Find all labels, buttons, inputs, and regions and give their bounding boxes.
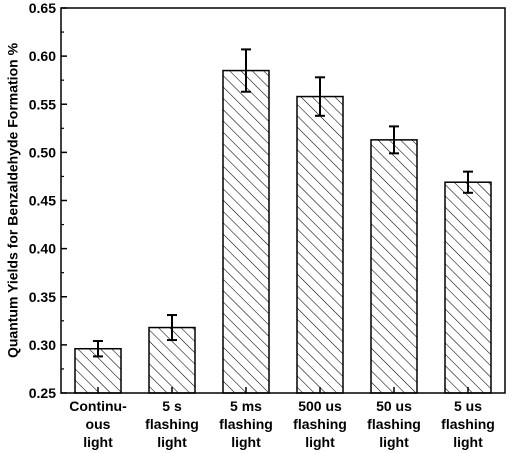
y-tick-label: 0.50: [29, 144, 56, 160]
y-tick-label: 0.40: [29, 241, 56, 257]
x-category-label: 50 us flashing light: [367, 398, 421, 450]
y-tick-label: 0.60: [29, 48, 56, 64]
x-category-label-line: 5 us: [454, 398, 482, 414]
bar: [222, 69, 270, 394]
x-category-label-line: flashing: [219, 416, 273, 432]
x-category-label-line: 50 us: [376, 398, 412, 414]
y-tick-label: 0.45: [29, 193, 56, 209]
x-category-label-line: flashing: [145, 416, 199, 432]
x-category-label-line: flashing: [367, 416, 421, 432]
x-category-label-line: light: [83, 434, 113, 450]
x-category-label-line: light: [231, 434, 261, 450]
x-category-label-line: light: [157, 434, 187, 450]
x-category-label: 500 us flashing light: [293, 398, 347, 450]
x-category-label-line: 5 ms: [230, 398, 262, 414]
bar: [444, 181, 492, 394]
y-tick-label: 0.55: [29, 96, 56, 112]
y-axis: 0.25 0.30 0.35 0.40 0.45 0.50 0.55 0.60 0.65: [29, 0, 67, 401]
bar: [296, 95, 344, 394]
x-category-label: Continu-ous light: [69, 398, 127, 450]
y-axis-title: Quantum Yields for Benzaldehyde Formatio…: [5, 42, 21, 358]
x-category-label-line: light: [305, 434, 335, 450]
x-category-label: 5 us flashing light: [441, 398, 495, 450]
error-bars-layer: [93, 48, 473, 358]
x-category-label-line: 5 s: [162, 398, 182, 414]
bar: [370, 139, 418, 394]
x-category-label-line: 500 us: [298, 398, 342, 414]
x-category-label-line: flashing: [293, 416, 347, 432]
x-axis: Continu-ous light 5 s flashing light 5 ms flas…: [69, 387, 495, 450]
x-category-label-line: light: [453, 434, 483, 450]
plot-area-frame: [60, 7, 506, 394]
x-category-label: 5 ms flashing light: [219, 398, 273, 450]
x-category-label-line: Continu-: [69, 398, 127, 414]
x-category-label: 5 s flashing light: [145, 398, 199, 450]
bars-layer: [74, 69, 492, 394]
x-category-label-line: light: [379, 434, 409, 450]
x-category-label-line: flashing: [441, 416, 495, 432]
y-tick-label: 0.35: [29, 289, 56, 305]
y-tick-label: 0.25: [29, 385, 56, 401]
x-category-label-line: ous: [86, 416, 111, 432]
y-tick-label: 0.65: [29, 0, 56, 16]
y-tick-label: 0.30: [29, 337, 56, 353]
